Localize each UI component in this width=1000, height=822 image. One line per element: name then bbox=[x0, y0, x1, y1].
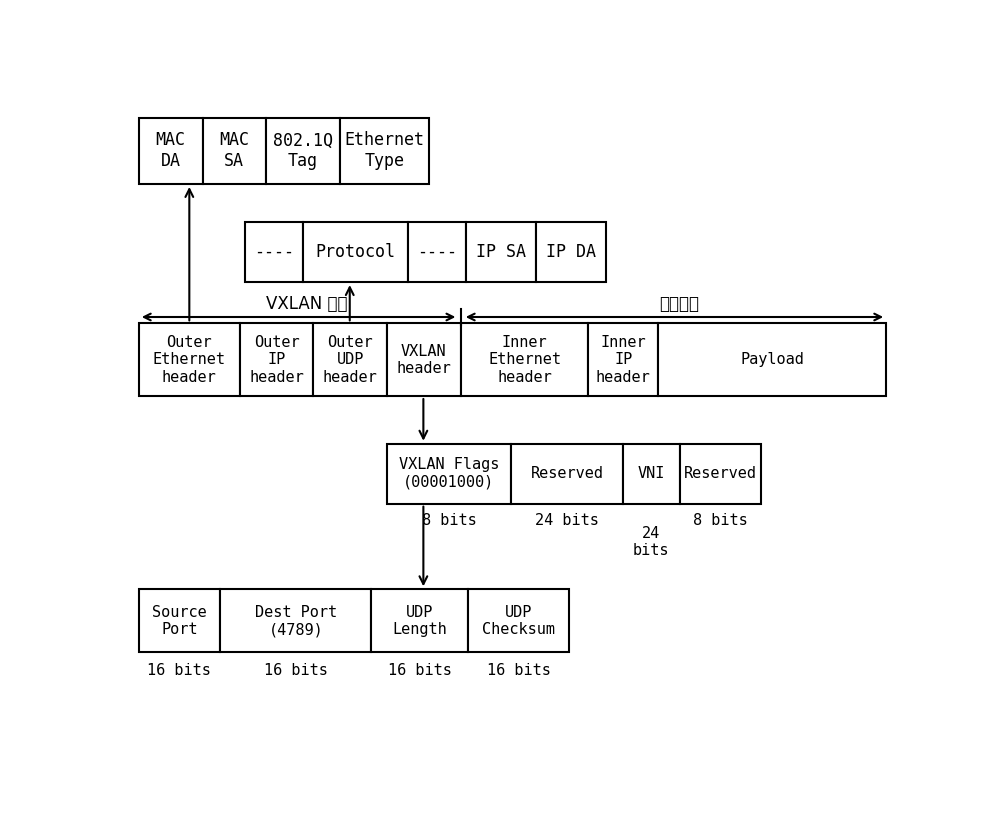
Text: Reserved: Reserved bbox=[531, 466, 604, 481]
Bar bbox=[680, 444, 761, 504]
Bar bbox=[466, 222, 536, 282]
Text: Dest Port
(4789): Dest Port (4789) bbox=[255, 605, 337, 637]
Bar bbox=[139, 589, 220, 653]
Bar bbox=[468, 589, 569, 653]
Text: 原始报文: 原始报文 bbox=[659, 295, 699, 313]
Text: 802.1Q
Tag: 802.1Q Tag bbox=[273, 132, 333, 170]
Text: IP DA: IP DA bbox=[546, 243, 596, 261]
Bar bbox=[139, 118, 202, 184]
Text: 16 bits: 16 bits bbox=[147, 663, 211, 678]
Bar bbox=[240, 323, 313, 396]
Bar bbox=[371, 589, 468, 653]
Bar bbox=[658, 323, 886, 396]
Text: Payload: Payload bbox=[740, 353, 804, 367]
Text: Source
Port: Source Port bbox=[152, 605, 207, 637]
Text: 16 bits: 16 bits bbox=[264, 663, 327, 678]
Bar bbox=[511, 444, 623, 504]
Text: Reserved: Reserved bbox=[684, 466, 757, 481]
Text: IP SA: IP SA bbox=[476, 243, 526, 261]
Text: Outer
UDP
header: Outer UDP header bbox=[323, 335, 378, 385]
Text: ----: ---- bbox=[417, 243, 457, 261]
Bar bbox=[387, 323, 461, 396]
Bar bbox=[220, 589, 371, 653]
Text: 24 bits: 24 bits bbox=[535, 513, 599, 529]
Text: MAC
SA: MAC SA bbox=[219, 132, 249, 170]
Bar bbox=[461, 323, 588, 396]
Text: VNI: VNI bbox=[638, 466, 665, 481]
Text: VXLAN
header: VXLAN header bbox=[396, 344, 451, 376]
Text: 8 bits: 8 bits bbox=[422, 513, 476, 529]
Bar bbox=[623, 444, 680, 504]
Text: Outer
Ethernet
header: Outer Ethernet header bbox=[153, 335, 226, 385]
Bar bbox=[266, 118, 340, 184]
Text: 24
bits: 24 bits bbox=[633, 526, 669, 558]
Text: 16 bits: 16 bits bbox=[487, 663, 551, 678]
Text: Inner
Ethernet
header: Inner Ethernet header bbox=[488, 335, 561, 385]
Text: Outer
IP
header: Outer IP header bbox=[249, 335, 304, 385]
Text: VXLAN Flags
(00001000): VXLAN Flags (00001000) bbox=[399, 458, 499, 490]
Text: ----: ---- bbox=[254, 243, 294, 261]
Text: 8 bits: 8 bits bbox=[693, 513, 748, 529]
Bar bbox=[313, 323, 387, 396]
Bar bbox=[202, 118, 266, 184]
Bar bbox=[387, 444, 511, 504]
Text: Ethernet
Type: Ethernet Type bbox=[344, 132, 424, 170]
Bar bbox=[245, 222, 303, 282]
Bar bbox=[536, 222, 606, 282]
Text: UDP
Length: UDP Length bbox=[393, 605, 447, 637]
Text: Inner
IP
header: Inner IP header bbox=[596, 335, 651, 385]
Text: UDP
Checksum: UDP Checksum bbox=[482, 605, 555, 637]
Text: MAC
DA: MAC DA bbox=[156, 132, 186, 170]
Bar bbox=[408, 222, 466, 282]
Bar bbox=[303, 222, 408, 282]
Bar bbox=[588, 323, 658, 396]
Text: 16 bits: 16 bits bbox=[388, 663, 451, 678]
Text: VXLAN 封装: VXLAN 封装 bbox=[266, 295, 348, 313]
Text: Protocol: Protocol bbox=[316, 243, 396, 261]
Bar bbox=[340, 118, 429, 184]
Bar bbox=[139, 323, 240, 396]
